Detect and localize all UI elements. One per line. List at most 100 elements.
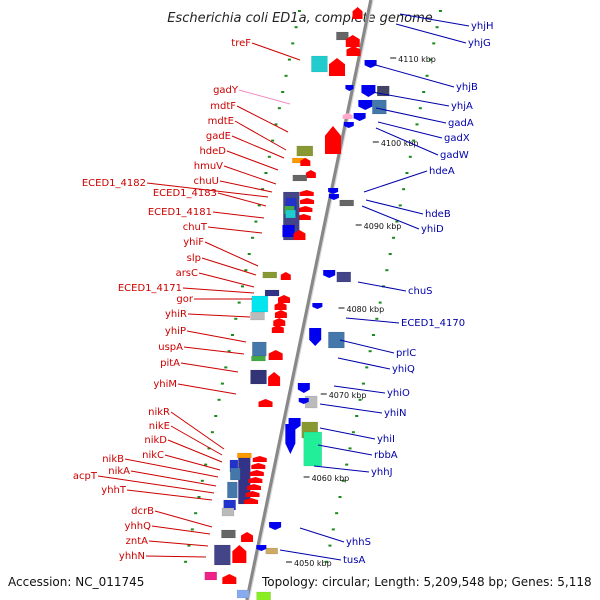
leader-line xyxy=(319,427,376,440)
tick-mark xyxy=(385,269,389,272)
leader-line xyxy=(226,150,279,171)
forward-gene-arrow xyxy=(346,46,361,56)
gene-label-yhin: yhiN xyxy=(384,408,407,419)
tick-mark xyxy=(358,398,362,401)
gene-box xyxy=(204,571,218,581)
gene-label-gadw: gadW xyxy=(440,150,469,161)
tick-mark xyxy=(428,58,432,61)
forward-gene-arrow xyxy=(274,302,287,310)
gene-label-tref: treF xyxy=(231,38,251,49)
leader-line xyxy=(180,362,239,373)
tick-mark xyxy=(277,107,281,110)
scale-label: 4070 kbp xyxy=(329,391,367,400)
leader-line xyxy=(167,439,223,463)
tick-mark xyxy=(190,528,194,531)
reverse-gene-arrow xyxy=(328,188,339,194)
tick-mark xyxy=(438,10,442,12)
forward-gene-arrow xyxy=(300,198,315,204)
tick-mark xyxy=(257,204,261,207)
gene-label-chut: chuT xyxy=(183,222,208,233)
tick-mark xyxy=(197,496,201,498)
gene-box xyxy=(336,271,352,283)
forward-gene-arrow xyxy=(299,190,314,196)
leader-line xyxy=(337,357,391,370)
leader-line xyxy=(339,339,395,354)
reverse-gene-arrow xyxy=(269,522,282,530)
forward-gene-arrow xyxy=(273,318,286,326)
forward-gene-arrow xyxy=(232,545,247,563)
tick-mark xyxy=(287,58,291,61)
gene-label-gady: gadY xyxy=(213,85,239,96)
gene-label-hdeb: hdeB xyxy=(425,209,451,220)
tick-mark xyxy=(412,139,416,142)
gene-label-chuu: chuU xyxy=(194,176,220,187)
tick-mark xyxy=(271,139,275,142)
gene-box xyxy=(250,369,267,385)
forward-gene-arrow xyxy=(298,206,313,212)
leader-line xyxy=(154,510,213,528)
leader-line xyxy=(182,287,255,294)
gene-label-nikd: nikD xyxy=(144,435,167,446)
tick-mark xyxy=(207,447,211,450)
leader-line xyxy=(201,257,257,276)
tick-mark xyxy=(348,447,352,450)
leader-line xyxy=(204,241,259,267)
scale-label: 4080 kbp xyxy=(347,305,385,314)
scale-label: 4060 kbp xyxy=(312,474,350,483)
gene-box xyxy=(237,452,252,459)
scale-label: 4090 kbp xyxy=(364,222,402,231)
forward-gene-arrow xyxy=(222,574,237,584)
tick-mark xyxy=(267,155,271,158)
gene-label-mdte: mdtE xyxy=(208,116,234,127)
gene-box xyxy=(311,55,328,73)
tick-mark xyxy=(261,188,265,191)
tick-mark xyxy=(432,42,436,45)
gene-label-yhjg: yhjG xyxy=(468,38,491,49)
tick-mark xyxy=(422,91,426,93)
gene-label-yhio: yhiO xyxy=(387,388,410,399)
gene-label-eced1-4182: ECED1_4182 xyxy=(82,178,146,189)
tick-mark xyxy=(392,236,396,239)
tick-mark xyxy=(281,91,285,93)
tick-mark xyxy=(224,366,228,369)
gene-label-hdea: hdeA xyxy=(429,166,455,177)
gene-box xyxy=(262,271,278,279)
leader-line xyxy=(313,465,370,473)
forward-gene-arrow xyxy=(244,498,259,504)
gene-label-yhjb: yhjB xyxy=(456,82,478,93)
accession-text: Accession: NC_011745 xyxy=(8,575,144,589)
leader-line xyxy=(361,205,420,230)
forward-gene-arrow xyxy=(300,158,311,166)
leader-line xyxy=(234,120,287,151)
forward-gene-arrow xyxy=(268,350,283,360)
gene-label-znta: zntA xyxy=(126,536,149,547)
tick-mark xyxy=(341,479,345,482)
leader-line xyxy=(170,411,225,450)
gene-label-yhhq: yhhQ xyxy=(125,521,152,532)
tick-mark xyxy=(200,479,204,482)
scale-labels: 4110 kbp 4100 kbp 4090 kbp 4080 kbp 4070 kbp… xyxy=(286,55,436,568)
leader-line xyxy=(251,42,301,61)
gene-box xyxy=(252,341,267,357)
tick-mark xyxy=(351,431,355,434)
tick-mark xyxy=(378,301,382,304)
tick-mark xyxy=(398,204,402,207)
gene-label-yhii: yhiI xyxy=(377,434,395,445)
tick-mark xyxy=(297,10,301,12)
left-gene-labels: treFgadYmdtFmdtEgadEhdeDhmuVchuUECED1_41… xyxy=(73,38,301,562)
tick-mark xyxy=(325,560,329,563)
leader-line xyxy=(124,458,219,478)
forward-gene-arrow xyxy=(241,532,254,542)
tick-mark xyxy=(237,301,241,304)
leader-line xyxy=(146,182,269,198)
forward-gene-arrow xyxy=(329,58,346,76)
leader-line xyxy=(299,527,345,543)
leader-line xyxy=(97,475,215,494)
leader-line xyxy=(231,135,285,159)
forward-gene-arrow xyxy=(342,113,353,119)
gene-box xyxy=(250,311,265,321)
reverse-gene-arrow xyxy=(361,85,376,97)
leader-line xyxy=(186,330,247,343)
